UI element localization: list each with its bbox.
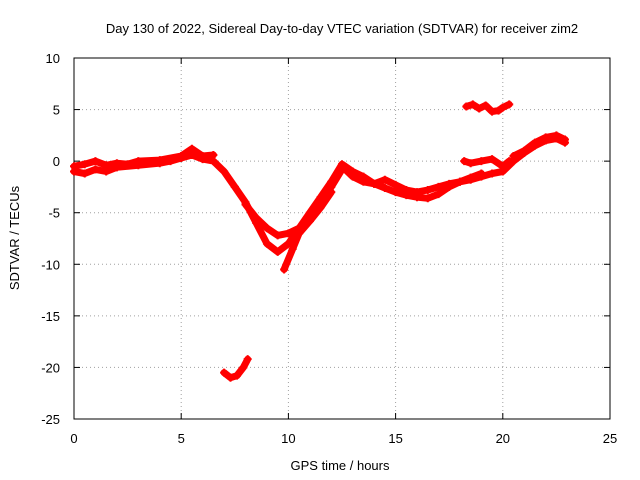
y-tick-label: -20 [41, 360, 60, 375]
data-point-marker [123, 160, 132, 169]
data-point-marker [327, 188, 336, 197]
data-point-marker [262, 224, 271, 233]
data-point-marker [560, 135, 569, 144]
data-point-marker [305, 216, 314, 225]
data-point-marker [80, 169, 89, 178]
y-tick-label: -25 [41, 412, 60, 427]
series-track-4 [280, 188, 335, 273]
data-point-marker [462, 102, 471, 111]
data-point-marker [220, 368, 229, 377]
data-point-marker [187, 144, 196, 153]
data-point-marker [481, 101, 490, 110]
data-point-marker [273, 231, 282, 240]
x-tick-label: 20 [496, 431, 510, 446]
data-point-marker [413, 188, 422, 197]
data-point-marker [284, 229, 293, 238]
data-point-marker [530, 138, 539, 147]
data-point-marker [288, 244, 297, 253]
x-tick-label: 5 [178, 431, 185, 446]
data-point-marker [370, 179, 379, 188]
data-point-marker [380, 175, 389, 184]
x-tick-label: 10 [281, 431, 295, 446]
data-point-marker [460, 157, 469, 166]
data-point-marker [252, 213, 261, 222]
data-point-marker [434, 190, 443, 199]
data-point-marker [232, 371, 241, 380]
data-point-marker [91, 157, 100, 166]
data-point-marker [488, 155, 497, 164]
data-point-marker [102, 161, 111, 170]
data-point-marker [505, 100, 514, 109]
y-tick-label: 10 [46, 51, 60, 66]
data-point-marker [468, 100, 477, 109]
data-point-marker [70, 162, 78, 171]
data-point-marker [477, 157, 486, 166]
data-point-marker [262, 239, 271, 248]
y-tick-label: 5 [53, 103, 60, 118]
data-point-marker [226, 373, 235, 382]
data-point-marker [520, 146, 529, 155]
data-point-marker [209, 150, 218, 159]
data-point-marker [280, 265, 289, 274]
y-tick-label: -5 [48, 206, 60, 221]
data-point-marker [466, 173, 475, 182]
data-point-marker [488, 169, 497, 178]
data-point-marker [316, 203, 325, 212]
data-point-marker [91, 165, 100, 174]
data-point-marker [391, 188, 400, 197]
x-axis-label: GPS time / hours [291, 458, 390, 473]
data-series [70, 100, 569, 382]
data-point-marker [477, 169, 486, 178]
data-point-marker [230, 182, 239, 191]
data-point-marker [380, 183, 389, 192]
x-tick-label: 25 [603, 431, 617, 446]
y-tick-label: -10 [41, 257, 60, 272]
data-point-marker [239, 363, 248, 372]
data-point-marker [423, 194, 432, 203]
data-point-marker [243, 355, 252, 364]
data-point-marker [220, 167, 229, 176]
data-point-marker [541, 133, 550, 142]
data-point-marker [402, 186, 411, 195]
data-point-marker [177, 151, 186, 160]
data-point-marker [338, 162, 346, 171]
data-point-marker [434, 182, 443, 191]
data-point-marker [505, 157, 514, 166]
data-point-marker [198, 151, 207, 160]
data-point-marker [445, 179, 454, 188]
data-point-marker [391, 180, 400, 189]
chart-title: Day 130 of 2022, Sidereal Day-to-day VTE… [106, 21, 578, 36]
data-point-marker [498, 162, 507, 171]
data-point-marker [241, 200, 250, 209]
x-tick-label: 0 [70, 431, 77, 446]
data-point-marker [494, 106, 503, 115]
tick-labels: 0 5 10 15 20 25 10 5 0 -5 -10 -15 -20 -25 [41, 51, 617, 446]
data-point-marker [112, 159, 121, 168]
plot-frame [73, 57, 611, 420]
y-tick-label: 0 [53, 154, 60, 169]
grid-lines [74, 58, 610, 419]
data-point-marker [273, 247, 282, 256]
x-tick-label: 15 [388, 431, 402, 446]
data-point-marker [498, 103, 507, 112]
data-point-marker [359, 177, 368, 186]
y-axis-label: SDTVAR / TECUs [7, 185, 22, 290]
data-point-marker [475, 104, 484, 113]
data-point-marker [134, 157, 143, 166]
data-point-marker [295, 229, 304, 238]
data-point-marker [348, 172, 357, 181]
y-tick-label: -15 [41, 309, 60, 324]
data-point-marker [455, 177, 464, 186]
data-point-marker [423, 186, 432, 195]
data-point-marker [155, 156, 164, 165]
data-point-marker [466, 159, 475, 168]
data-point-marker [80, 160, 89, 169]
axis-ticks [73, 57, 611, 420]
data-point-marker [552, 131, 561, 140]
data-point-marker [509, 151, 518, 160]
data-point-marker [488, 107, 497, 116]
